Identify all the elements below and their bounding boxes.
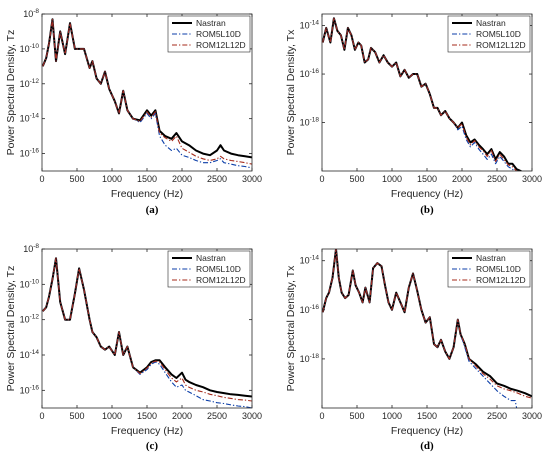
- x-tick-label: 500: [349, 411, 364, 421]
- chart-panel: 0 500 1000 1500 2000 2500 3000 10-16 10-14 10-12 1…: [5, 243, 262, 452]
- series-line-rom12l12d: [42, 257, 252, 402]
- x-tick-label: 1000: [102, 411, 122, 421]
- y-tick-label: 10-16: [300, 304, 320, 315]
- legend-entry: Nastran: [476, 18, 506, 28]
- x-axis-label: Frequency (Hz): [111, 188, 183, 200]
- x-tick-label: 2500: [487, 174, 507, 184]
- y-axis-label: Power Spectral Density, Tz: [5, 266, 17, 392]
- legend-entry: Nastran: [476, 253, 506, 263]
- x-tick-label: 2500: [207, 174, 227, 184]
- x-tick-label: 2000: [452, 174, 472, 184]
- x-tick-label: 0: [319, 174, 324, 184]
- x-tick-label: 1000: [382, 174, 402, 184]
- x-tick-label: 0: [319, 411, 324, 421]
- legend-entry: ROM12L12D: [476, 275, 526, 285]
- series-line-rom12l12d: [322, 17, 518, 171]
- x-tick-label: 1500: [137, 174, 157, 184]
- x-tick-label: 3000: [522, 174, 542, 184]
- y-tick-label: 10-16: [20, 384, 40, 395]
- y-tick-label: 10-12: [20, 314, 40, 325]
- series-line-rom12l12d: [322, 249, 532, 399]
- chart-panel: 0 500 1000 1500 2000 2500 3000 10-18 10-16 10-14 F…: [285, 13, 542, 216]
- x-tick-label: 1500: [137, 411, 157, 421]
- x-tick-label: 0: [39, 174, 44, 184]
- y-tick-label: 10-10: [20, 43, 40, 54]
- chart-panel: 0 500 1000 1500 2000 2500 3000 10-18 10-16 10-14 F…: [285, 248, 542, 452]
- x-tick-label: 1500: [417, 411, 437, 421]
- legend-entry: Nastran: [196, 18, 226, 28]
- x-tick-label: 500: [69, 411, 84, 421]
- y-axis-label: Power Spectral Density, Tx: [285, 29, 297, 155]
- x-tick-label: 2500: [207, 411, 227, 421]
- y-tick-label: 10-14: [20, 349, 40, 360]
- x-tick-label: 2000: [172, 411, 192, 421]
- legend-entry: ROM12L12D: [196, 40, 246, 50]
- panel-label: (a): [146, 204, 159, 216]
- x-tick-label: 2000: [452, 411, 472, 421]
- x-tick-label: 1000: [382, 411, 402, 421]
- y-tick-label: 10-14: [20, 113, 40, 124]
- series-group: [322, 249, 532, 408]
- legend-entry: Nastran: [196, 253, 226, 263]
- series-group: [42, 257, 252, 408]
- series-line-rom12l12d: [42, 18, 252, 165]
- x-tick-label: 1500: [417, 174, 437, 184]
- panel-label: (b): [420, 204, 434, 216]
- x-tick-label: 2500: [487, 411, 507, 421]
- series-group: [322, 17, 523, 171]
- y-axis-label: Power Spectral Density, Tz: [5, 30, 17, 156]
- y-tick-label: 10-8: [23, 243, 39, 254]
- panel-label: (d): [420, 440, 434, 452]
- x-axis-label: Frequency (Hz): [111, 425, 183, 437]
- y-tick-label: 10-14: [300, 20, 320, 31]
- y-tick-label: 10-16: [20, 148, 40, 159]
- x-tick-label: 3000: [242, 174, 262, 184]
- y-tick-label: 10-12: [20, 78, 40, 89]
- y-axis-label: Power Spectral Density, Tx: [285, 265, 297, 391]
- x-tick-label: 2000: [172, 174, 192, 184]
- legend-entry: ROM5L10D: [196, 264, 241, 274]
- y-tick-label: 10-10: [20, 278, 40, 289]
- legend-entry: ROM5L10D: [476, 29, 521, 39]
- y-tick-label: 10-18: [300, 117, 320, 128]
- x-tick-label: 3000: [522, 411, 542, 421]
- x-tick-label: 3000: [242, 411, 262, 421]
- x-tick-label: 500: [349, 174, 364, 184]
- legend-entry: ROM12L12D: [196, 275, 246, 285]
- x-tick-label: 1000: [102, 174, 122, 184]
- y-tick-label: 10-18: [300, 353, 320, 364]
- legend-entry: ROM12L12D: [476, 40, 526, 50]
- y-tick-label: 10-8: [23, 8, 39, 19]
- x-tick-label: 0: [39, 411, 44, 421]
- series-group: [42, 18, 252, 169]
- chart-panel: 0 500 1000 1500 2000 2500 3000 10-16 10-14 10-12 1…: [5, 8, 262, 216]
- legend-entry: ROM5L10D: [196, 29, 241, 39]
- x-tick-label: 500: [69, 174, 84, 184]
- y-tick-label: 10-16: [300, 68, 320, 79]
- y-tick-label: 10-14: [300, 255, 320, 266]
- x-axis-label: Frequency (Hz): [391, 425, 463, 437]
- legend-entry: ROM5L10D: [476, 264, 521, 274]
- x-axis-label: Frequency (Hz): [391, 188, 463, 200]
- panel-label: (c): [146, 440, 159, 452]
